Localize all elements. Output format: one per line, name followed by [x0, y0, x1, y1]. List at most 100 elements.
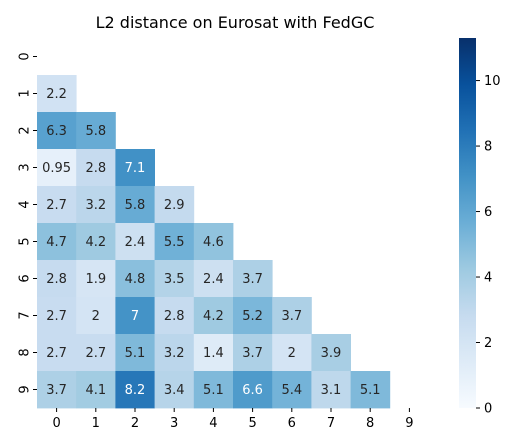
y-tick-label: 4: [18, 200, 33, 208]
heatmap-cell: [272, 334, 312, 372]
cell-annotation: 3.7: [242, 272, 263, 287]
colorbar-tick-label: 2: [484, 336, 492, 351]
colorbar: 0 2 4 6 8 10: [459, 38, 501, 417]
x-tick-label: 4: [209, 416, 217, 431]
cell-annotation: 5.1: [125, 346, 146, 361]
colorbar-tick-label: 6: [484, 205, 492, 220]
cell-annotation: 5.1: [203, 383, 224, 398]
heatmap-cell: [154, 186, 195, 224]
colorbar-tick-label: 8: [484, 140, 492, 155]
heatmap-cell: [154, 371, 195, 409]
x-tick-label: 1: [92, 416, 100, 431]
cell-annotation: 2.7: [85, 346, 106, 361]
cell-annotation: 2.2: [46, 87, 67, 102]
heatmap-cell: [311, 334, 351, 372]
cell-annotation: 6.3: [46, 124, 67, 139]
cell-annotation: 1.4: [203, 346, 224, 361]
cell-annotation: 4.1: [85, 383, 106, 398]
x-tick-label: 5: [248, 416, 256, 431]
heatmap-cell: [37, 371, 77, 409]
cell-annotation: 5.1: [360, 383, 381, 398]
y-tick-label: 3: [18, 163, 33, 171]
x-tick-label: 9: [405, 416, 413, 431]
y-tick-label: 0: [18, 52, 33, 60]
cell-annotation: 2.4: [125, 235, 146, 250]
heatmap-cell: [76, 371, 116, 409]
heatmap-cell: [233, 297, 273, 335]
cell-annotation: 4.2: [85, 235, 106, 250]
cell-annotation: 4.8: [125, 272, 146, 287]
heatmap-cell: [193, 297, 234, 335]
cell-annotation: 5.5: [164, 235, 185, 250]
x-tick-label: 2: [131, 416, 139, 431]
heatmap-cells: [37, 75, 391, 409]
heatmap-cell: [76, 334, 116, 372]
colorbar-tick-label: 10: [484, 74, 501, 89]
cell-annotation: 2.8: [46, 272, 67, 287]
heatmap-cell: [233, 334, 273, 372]
heatmap-cell: [115, 149, 155, 187]
heatmap-cell: [37, 334, 77, 372]
cell-annotation: 5.8: [125, 198, 146, 213]
cell-annotation: 7.1: [125, 161, 146, 176]
heatmap-cell: [37, 297, 77, 335]
cell-annotation: 5.4: [281, 383, 302, 398]
cell-annotation: 5.8: [85, 124, 106, 139]
x-axis: 0 1 2 3 4 5 6 7 8 9: [52, 408, 414, 431]
cell-annotation: 8.2: [125, 383, 146, 398]
y-tick-label: 7: [18, 311, 33, 319]
chart-title: L2 distance on Eurosat with FedGC: [96, 13, 375, 32]
heatmap-cell: [115, 297, 155, 335]
cell-annotations: 2.2 6.3 5.8 0.95 2.8 7.1 2.7 3.2 5.8 2.9 4.7 4.2 2.4…: [42, 87, 380, 398]
heatmap-cell: [37, 149, 77, 187]
heatmap-cell: [37, 223, 77, 261]
heatmap-cell: [37, 186, 77, 224]
colorbar-tick-label: 4: [484, 271, 492, 286]
heatmap-cell: [115, 334, 155, 372]
x-tick-label: 6: [288, 416, 296, 431]
heatmap-cell: [76, 112, 116, 150]
x-tick-label: 8: [366, 416, 374, 431]
y-tick-label: 1: [18, 89, 33, 97]
heatmap-cell: [76, 297, 116, 335]
cell-annotation: 3.7: [242, 346, 263, 361]
heatmap-cell: [76, 260, 116, 298]
cell-annotation: 2.7: [46, 309, 67, 324]
heatmap-cell: [115, 260, 155, 298]
heatmap-cell: [193, 371, 234, 409]
heatmap-cell: [311, 371, 351, 409]
cell-annotation: 1.9: [85, 272, 106, 287]
cell-annotation: 7: [131, 309, 139, 324]
heatmap-cell: [193, 260, 234, 298]
cell-annotation: 0.95: [42, 161, 71, 176]
cell-annotation: 3.4: [164, 383, 185, 398]
cell-annotation: 3.7: [281, 309, 302, 324]
heatmap-cell: [272, 297, 312, 335]
heatmap-cell: [233, 260, 273, 298]
cell-annotation: 2: [92, 309, 100, 324]
cell-annotation: 2.7: [46, 346, 67, 361]
heatmap-cell: [37, 75, 77, 113]
heatmap-cell: [154, 260, 195, 298]
cell-annotation: 2.9: [164, 198, 185, 213]
cell-annotation: 2: [288, 346, 296, 361]
heatmap-cell: [233, 371, 273, 409]
x-tick-label: 7: [327, 416, 335, 431]
heatmap-cell: [76, 149, 116, 187]
y-tick-label: 9: [18, 385, 33, 393]
cell-annotation: 4.6: [203, 235, 224, 250]
y-tick-label: 6: [18, 274, 33, 282]
heatmap-cell: [154, 297, 195, 335]
heatmap-cell: [76, 223, 116, 261]
cell-annotation: 3.2: [164, 346, 185, 361]
colorbar-gradient: [459, 38, 476, 408]
heatmap-cell: [154, 334, 195, 372]
cell-annotation: 2.4: [203, 272, 224, 287]
heatmap-cell: [193, 334, 234, 372]
cell-annotation: 3.1: [321, 383, 342, 398]
heatmap-cell: [115, 371, 155, 409]
cell-annotation: 3.7: [46, 383, 67, 398]
cell-annotation: 3.2: [85, 198, 106, 213]
heatmap-cell: [76, 186, 116, 224]
